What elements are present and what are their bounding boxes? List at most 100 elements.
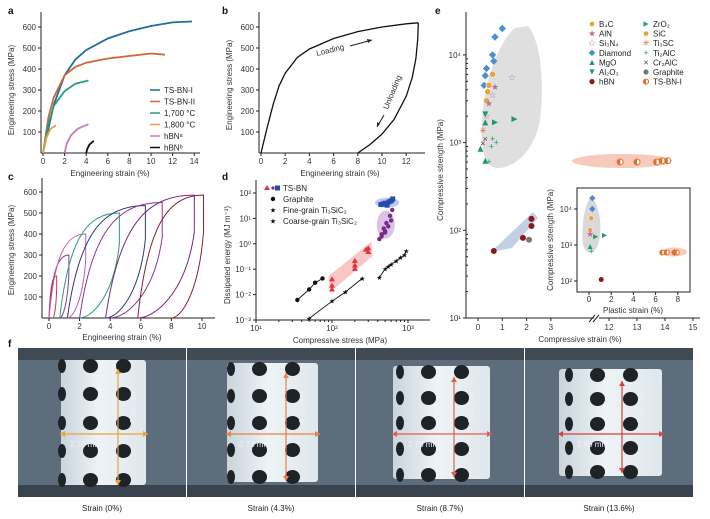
specimen-hole [227,443,235,458]
fit-line-5 [379,250,407,278]
specimen-hole [285,416,300,431]
panel-label-c: c [8,172,14,183]
legend-label: SiC [653,30,666,39]
marker-ti2alc: + [490,134,495,144]
specimen-hole [565,465,573,480]
specimen-hole [58,387,66,402]
data-point: ★ [401,251,407,259]
measurement-arrows [60,369,148,485]
x-axis-title: Engineering strain (%) [82,333,161,342]
hysteresis-loop-7 [137,194,205,319]
height-measurement: 2.99 mm [636,391,646,424]
x-tick-label: 8 [356,157,361,166]
marker-diamond [481,71,489,80]
legend-label: Si₃N₄ [599,39,618,48]
inset-y-tick-label: 10² [560,277,572,286]
x-tick-label: 4 [108,322,113,331]
inset-y-axis-title: Compressive strength (MPa) [546,189,555,291]
specimen-hole [227,416,235,431]
specimen-hole [421,390,436,405]
legend-label: TS-BN-I [164,86,193,95]
specimen [559,369,662,476]
specimen-hole [565,392,573,407]
data-point: ★ [385,263,391,271]
photo-caption: Strain (0%) [81,504,122,513]
y-tick-label: 500 [241,44,255,53]
series-line-2 [42,79,89,154]
marker-hbn [598,277,604,283]
y-axis-title: Dissipated energy (MJ m⁻³) [223,206,232,304]
x-tick-label: 12 [402,157,411,166]
data-point [365,248,372,254]
y-tick-label: 10¹ [449,314,461,323]
marker-aln: ★ [491,82,499,92]
marker-aln: ★ [588,29,596,39]
marker-zro2 [602,232,608,238]
specimen-hole [454,416,469,431]
y-tick-label: 300 [24,251,38,260]
specimen-hole [285,362,300,376]
marker-ti2alc: + [494,138,499,148]
data-point: ★ [403,248,409,256]
data-point: ★ [393,257,399,265]
y-tick-label: 500 [24,209,38,218]
legend-label: 1,700 °C [164,109,195,118]
legend-label: Diamond [599,49,631,58]
x-tick-label: 0 [259,157,264,166]
marker-diamond [490,57,498,65]
specimen-hole [396,416,404,431]
y-tick-label: 100 [24,293,38,302]
series-line-1 [357,22,419,154]
width-measurement: 2.70 mm [70,440,102,449]
marker-al2o3 [589,69,595,75]
unloading-arrowhead [377,122,380,127]
hysteresis-loop-5 [79,201,163,319]
series-line-3 [42,124,57,154]
x-tick-label: 10 [198,322,207,331]
specimen-hole [252,470,267,485]
data-point [329,282,335,288]
marker-ts-bn-i-half [664,249,667,255]
marker-diamond [589,205,596,213]
specimen-hole [58,472,66,487]
marker-diamond [589,194,596,202]
specimen-hole [227,470,235,485]
hysteresis-loop-2 [48,233,87,319]
legend-marker [275,185,280,191]
height-measurement: 3.46 mm [129,391,139,424]
marker-diamond [482,64,491,73]
measurement-arrows [558,381,664,473]
x-tick-label: 0 [47,322,52,331]
y-tick-label: 10⁻² [235,291,251,300]
x-tick-label: 12 [605,323,614,332]
specimen-hole [623,416,638,431]
specimen-hole [623,440,638,455]
width-measurement: 2.73 mm [239,440,271,449]
data-point [382,230,388,235]
data-point [320,276,325,281]
marker-diamond [588,49,596,57]
series-line-5 [85,140,95,154]
y-tick-label: 300 [23,86,37,95]
y-tick-label: 400 [24,230,38,239]
marker-ts-bn-i-half [653,159,657,166]
specimen-hole [421,365,436,379]
marker-diamond [480,81,488,90]
legend-marker [271,186,275,190]
x-tick-label: 15 [689,323,698,332]
marker-ts-bn-i-half [617,159,621,166]
x-tick-label: 6 [139,322,144,331]
inset-y-tick-label: 10³ [560,241,572,250]
inset-y-tick-label: 10⁴ [560,205,573,214]
x-tick-label: 8 [169,322,174,331]
data-point: ★ [397,254,403,262]
inset-x-tick-label: 0 [587,295,592,304]
data-point [329,286,335,292]
x-tick-label: 0 [476,323,481,332]
y-tick-label: 10² [239,189,251,198]
data-point [351,265,358,271]
marker-ts-bn-i-half [634,159,637,166]
specimen-hole [396,442,404,457]
marker-cr2alc: × [483,134,488,144]
specimen [227,363,318,482]
